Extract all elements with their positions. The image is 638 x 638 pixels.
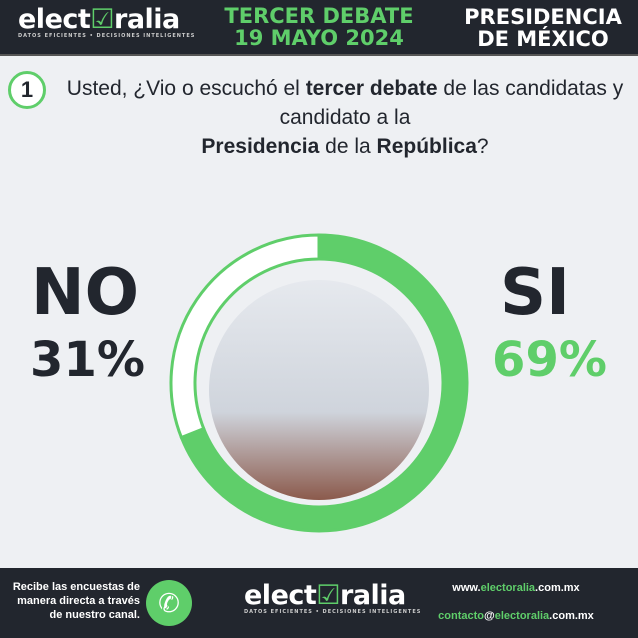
website-link[interactable]: www.electoralia.com.mx [452, 582, 580, 594]
header: elect☑ralia DATOS EFICIENTES • DECISIONE… [0, 0, 638, 56]
candidates-photo [209, 280, 429, 500]
whatsapp-icon[interactable]: ✆ [146, 580, 192, 626]
si-label: SI [500, 256, 570, 330]
donut-slice-si [179, 233, 469, 533]
si-value: 69% [492, 332, 607, 388]
question-text: Usted, ¿Vio o escuchó el tercer debate d… [66, 77, 624, 158]
subscribe-text: Recibe las encuestas de manera directa a… [12, 581, 140, 621]
donut-slice-no [169, 233, 321, 440]
debate-title: TERCER DEBATE 19 MAYO 2024 [224, 4, 414, 50]
no-value: 31% [30, 332, 145, 388]
footer: Recibe las encuestas de manera directa a… [0, 568, 638, 638]
question-number: 1 [8, 71, 46, 109]
electoralia-logo: elect☑ralia DATOS EFICIENTES • DECISIONE… [18, 4, 196, 39]
election-title: PRESIDENCIA DE MÉXICO [464, 5, 622, 51]
footer-logo: elect☑ralia DATOS EFICIENTES • DECISIONE… [244, 580, 422, 615]
no-label: NO [31, 256, 139, 330]
email-link[interactable]: contacto@electoralia.com.mx [438, 610, 594, 622]
